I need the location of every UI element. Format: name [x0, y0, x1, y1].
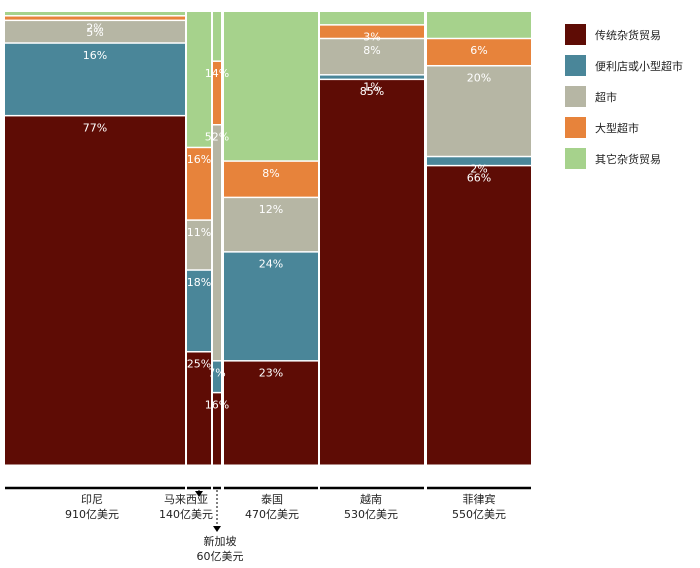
segment-label: 2% [470, 162, 487, 175]
segment-label: 3% [363, 31, 380, 44]
country-value-label: 550亿美元 [452, 508, 506, 521]
segment-label: 11% [187, 226, 211, 239]
bar-segment-hypermarket-4 [320, 25, 424, 38]
segment-label: 66% [467, 171, 491, 184]
segment-label: 23% [259, 367, 283, 380]
bar-segment-convenience-2 [213, 361, 221, 392]
country-name-label: 越南 [360, 492, 382, 506]
bar-segment-traditional-1 [187, 352, 211, 465]
segment-label: 25% [187, 358, 211, 371]
country-name-label: 菲律宾 [463, 492, 496, 506]
segment-label: 16% [205, 398, 229, 411]
country-name-label: 印尼 [81, 493, 103, 506]
bar-segment-convenience-3 [224, 252, 318, 361]
legend-label-other: 其它杂货贸易 [595, 152, 661, 166]
bar-segment-other-3 [224, 12, 318, 161]
bar-segment-traditional-4 [320, 80, 424, 465]
bar-segment-other-0 [5, 12, 185, 16]
segment-label: 7% [208, 367, 225, 380]
segment-label: 2% [86, 22, 103, 35]
legend-label-hypermarket: 大型超市 [595, 121, 639, 135]
segment-label: 5% [86, 26, 103, 39]
segment-label: 85% [360, 85, 384, 98]
segment-label: 8% [262, 167, 279, 180]
bar-segment-supermarket-3 [224, 198, 318, 252]
country-name-label: 马来西亚 [164, 493, 208, 506]
segment-label: 14% [205, 67, 229, 80]
segment-label: 16% [83, 49, 107, 62]
segment-label: 12% [259, 203, 283, 216]
bar-segment-other-2 [213, 12, 221, 61]
legend-swatch-other [565, 148, 586, 169]
bar-segment-hypermarket-5 [427, 39, 531, 65]
country-value-label: 910亿美元 [65, 508, 119, 521]
legend-swatch-hypermarket [565, 117, 586, 138]
country-name-label: 新加坡 [204, 534, 237, 548]
bar-segment-other-4 [320, 12, 424, 25]
segment-label: 6% [470, 44, 487, 57]
bar-segment-traditional-0 [5, 116, 185, 465]
bar-segment-supermarket-5 [427, 66, 531, 156]
bar-segment-convenience-0 [5, 43, 185, 115]
country-value-label: 60亿美元 [197, 550, 244, 563]
segment-label: 1% [363, 81, 380, 94]
segment-label: 77% [83, 121, 107, 134]
bar-segment-traditional-3 [224, 361, 318, 465]
country-name-label: 泰国 [261, 492, 283, 506]
country-value-label: 530亿美元 [344, 508, 398, 521]
legend-swatch-convenience [565, 55, 586, 76]
bar-segment-traditional-5 [427, 166, 531, 465]
bar-segment-convenience-4 [320, 75, 424, 79]
segment-label: 16% [187, 153, 211, 166]
country-value-label: 470亿美元 [245, 508, 299, 521]
bar-segment-hypermarket-3 [224, 161, 318, 197]
segment-label: 8% [363, 44, 380, 57]
bar-segment-hypermarket-2 [213, 61, 221, 124]
bar-segment-supermarket-1 [187, 220, 211, 270]
legend-label-convenience: 便利店或小型超市 [595, 59, 683, 73]
pointer-arrow-singapore [213, 526, 221, 532]
bar-segment-other-1 [187, 12, 211, 147]
segment-label: 24% [259, 258, 283, 271]
bar-segment-supermarket-4 [320, 39, 424, 75]
segment-label: 20% [467, 71, 491, 84]
bar-segment-convenience-5 [427, 157, 531, 165]
legend-swatch-supermarket [565, 86, 586, 107]
chart-bars [5, 12, 531, 465]
pointer-arrow-malaysia [195, 491, 203, 497]
bar-segment-traditional-2 [213, 393, 221, 465]
legend-label-traditional: 传统杂货贸易 [595, 28, 661, 42]
bar-segment-convenience-1 [187, 270, 211, 351]
bar-segment-supermarket-0 [5, 21, 185, 43]
legend-label-supermarket: 超市 [595, 90, 617, 104]
bar-segment-hypermarket-0 [5, 16, 185, 20]
chart-segment-labels: 77%16%5%2%25%18%11%16%16%7%52%14%23%24%1… [83, 22, 491, 412]
segment-label: 52% [205, 131, 229, 144]
bar-segment-hypermarket-1 [187, 148, 211, 220]
country-value-label: 140亿美元 [159, 508, 213, 521]
bar-segment-other-5 [427, 12, 531, 38]
segment-label: 18% [187, 276, 211, 289]
bar-segment-supermarket-2 [213, 125, 221, 361]
legend-swatch-traditional [565, 24, 586, 45]
